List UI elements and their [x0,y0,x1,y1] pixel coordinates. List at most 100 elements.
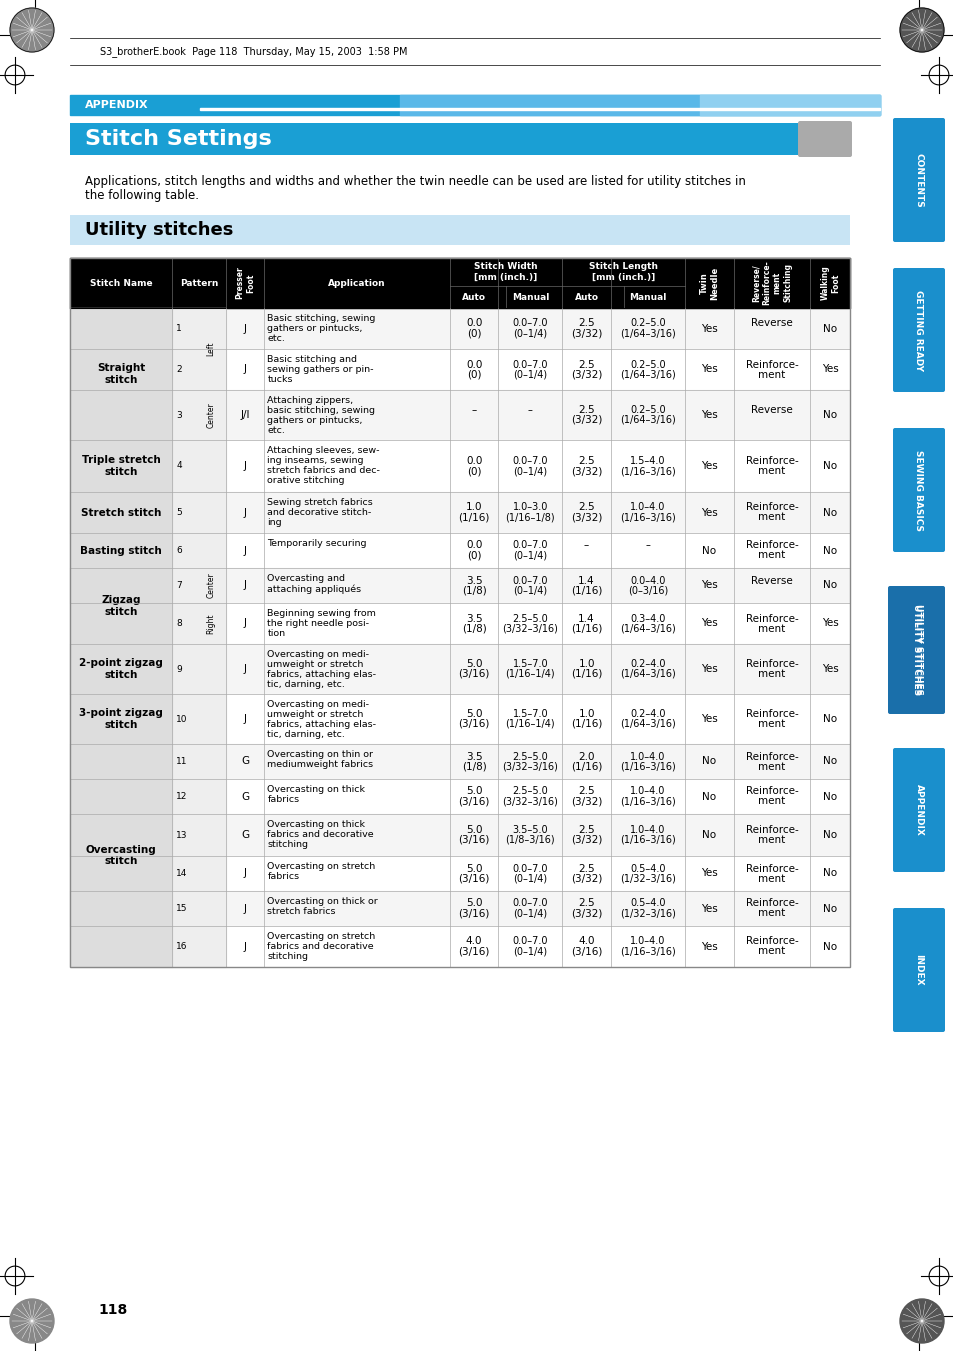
Text: J: J [243,713,247,724]
Bar [70,892,849,925]
Text: Overcasting on stretch: Overcasting on stretch [267,862,375,871]
Text: Yes: Yes [700,942,717,951]
Text: –: – [471,405,476,415]
Bar [172,780,226,815]
Text: fabrics: fabrics [267,871,299,881]
Bar [70,694,172,744]
Text: 1.0: 1.0 [578,709,595,719]
Text: 0.0: 0.0 [465,457,482,466]
Text: 2.5: 2.5 [578,359,595,370]
Text: 5.0: 5.0 [465,898,482,908]
Text: 2.5: 2.5 [578,405,595,415]
Text: (1/64–3/16): (1/64–3/16) [619,370,675,380]
Text: Manual: Manual [629,293,666,301]
Text: Reinforce-: Reinforce- [745,503,798,512]
Text: 1.0–3.0: 1.0–3.0 [512,503,547,512]
Text: (3/16): (3/16) [457,874,489,884]
Text: (1/64–3/16): (1/64–3/16) [619,669,675,680]
Text: Right: Right [206,613,215,634]
Text: G: G [241,792,249,801]
Text: gathers or pintucks,: gathers or pintucks, [267,324,362,332]
Text: 11: 11 [176,757,188,766]
Text: –: – [583,540,589,550]
Bar [172,349,226,390]
Text: and decorative stitch-: and decorative stitch- [267,508,372,517]
Text: (0): (0) [466,328,481,339]
Bar [70,644,849,694]
Bar [70,258,849,308]
Text: (3/16): (3/16) [457,797,489,807]
Text: 3.5: 3.5 [465,751,482,762]
Bar [172,694,226,744]
Text: 4: 4 [176,462,182,470]
Text: Yes: Yes [700,365,717,374]
Text: J: J [243,323,247,334]
Text: Center: Center [206,403,215,428]
Text: fabrics: fabrics [267,794,299,804]
Bar [70,534,849,567]
Text: Overcasting on medi-: Overcasting on medi- [267,700,369,709]
Text: Overcasting on thin or: Overcasting on thin or [267,750,373,759]
Text: Reinforce-: Reinforce- [745,863,798,874]
Bar [172,567,226,603]
Text: Overcasting and: Overcasting and [267,574,345,584]
Text: INDEX: INDEX [914,954,923,986]
Bar [70,492,849,534]
Text: No: No [822,942,837,951]
Text: No: No [822,461,837,471]
Text: 0.0: 0.0 [465,540,482,550]
Bar [70,390,849,440]
Text: (1/16): (1/16) [570,719,601,730]
Text: 10: 10 [176,715,188,724]
Text: tion: tion [267,630,285,638]
Text: (1/16–1/4): (1/16–1/4) [505,669,555,680]
Text: Overcasting on thick: Overcasting on thick [267,785,365,794]
Text: 0.5–4.0: 0.5–4.0 [630,898,665,908]
Text: No: No [822,757,837,766]
Text: J: J [243,461,247,471]
FancyBboxPatch shape [892,588,944,712]
Bar [70,534,172,567]
Text: J: J [243,663,247,674]
Text: No: No [701,830,716,840]
Text: umweight or stretch: umweight or stretch [267,661,363,669]
Text: Overcasting
stitch: Overcasting stitch [86,844,156,866]
Text: (1/16–3/16): (1/16–3/16) [619,947,675,957]
Text: ment: ment [758,719,785,730]
Text: J: J [243,904,247,913]
Text: Overcasting on thick or: Overcasting on thick or [267,897,377,907]
Text: Stitch Settings: Stitch Settings [85,128,272,149]
Text: (0–1/4): (0–1/4) [513,328,547,339]
Text: J: J [243,942,247,951]
Text: No: No [822,323,837,334]
Text: 2-point zigzag
stitch: 2-point zigzag stitch [79,658,163,680]
Text: Reverse/
Reinforce-
ment
Stitching: Reverse/ Reinforce- ment Stitching [751,261,791,305]
Text: (0–1/4): (0–1/4) [513,466,547,476]
Bar [918,1316,953,1351]
FancyBboxPatch shape [892,118,944,242]
Text: 0.0–7.0: 0.0–7.0 [512,359,548,370]
Text: 0.0–4.0: 0.0–4.0 [630,576,665,585]
Text: Reinforce-: Reinforce- [745,936,798,947]
Text: Utility stitches: Utility stitches [85,222,233,239]
Text: 5.0: 5.0 [465,659,482,669]
Text: (0–1/4): (0–1/4) [513,908,547,919]
Text: 0.2–5.0: 0.2–5.0 [630,319,665,328]
Text: (3/16): (3/16) [457,947,489,957]
Text: 1.0: 1.0 [465,503,482,512]
Text: 2.5: 2.5 [578,319,595,328]
Text: 1.0–4.0: 1.0–4.0 [630,936,665,947]
Text: Yes: Yes [700,581,717,590]
Text: ment: ment [758,669,785,680]
Text: ment: ment [758,874,785,884]
Text: 0.0–7.0: 0.0–7.0 [512,936,548,947]
Text: 1.4: 1.4 [578,576,595,585]
Text: Reinforce-: Reinforce- [745,613,798,624]
Text: 5: 5 [176,508,182,517]
Text: Applications, stitch lengths and widths and whether the twin needle can be used : Applications, stitch lengths and widths … [85,176,745,188]
Text: 1.5–7.0: 1.5–7.0 [512,709,548,719]
Bar [70,308,849,349]
Bar [70,492,172,534]
Text: (0–3/16): (0–3/16) [627,585,667,596]
Bar [70,95,879,115]
